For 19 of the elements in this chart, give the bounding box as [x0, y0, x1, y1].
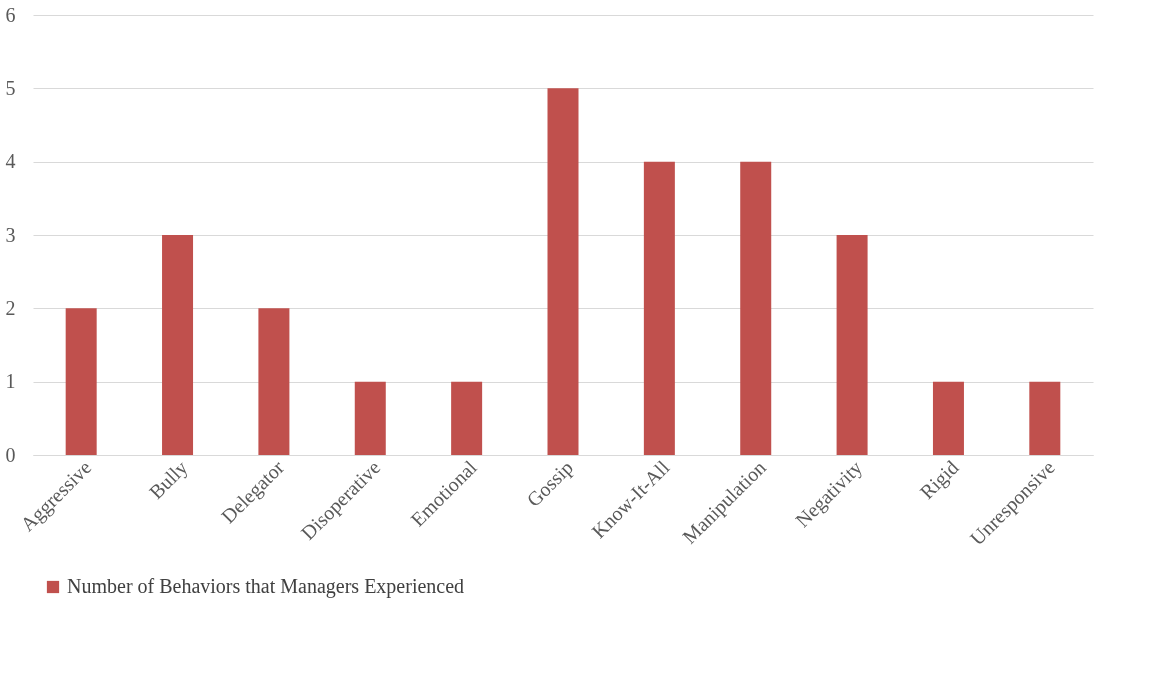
y-tick-label: 2	[5, 296, 16, 319]
legend-label: Number of Behaviors that Managers Experienced	[67, 575, 465, 598]
bar	[162, 235, 194, 455]
bar	[932, 381, 964, 455]
bar	[740, 161, 772, 455]
bar	[354, 381, 386, 455]
y-tick-label: 6	[5, 3, 16, 26]
y-tick-label: 5	[5, 76, 16, 99]
bar	[451, 381, 483, 455]
bar	[643, 161, 675, 455]
bar	[547, 88, 579, 455]
bar	[65, 308, 97, 455]
y-tick-label: 0	[5, 443, 16, 466]
bar	[258, 308, 290, 455]
y-tick-label: 1	[5, 370, 16, 393]
bar	[836, 235, 868, 455]
y-tick-label: 3	[5, 223, 16, 246]
y-tick-label: 4	[5, 150, 16, 173]
bar	[1029, 381, 1061, 455]
